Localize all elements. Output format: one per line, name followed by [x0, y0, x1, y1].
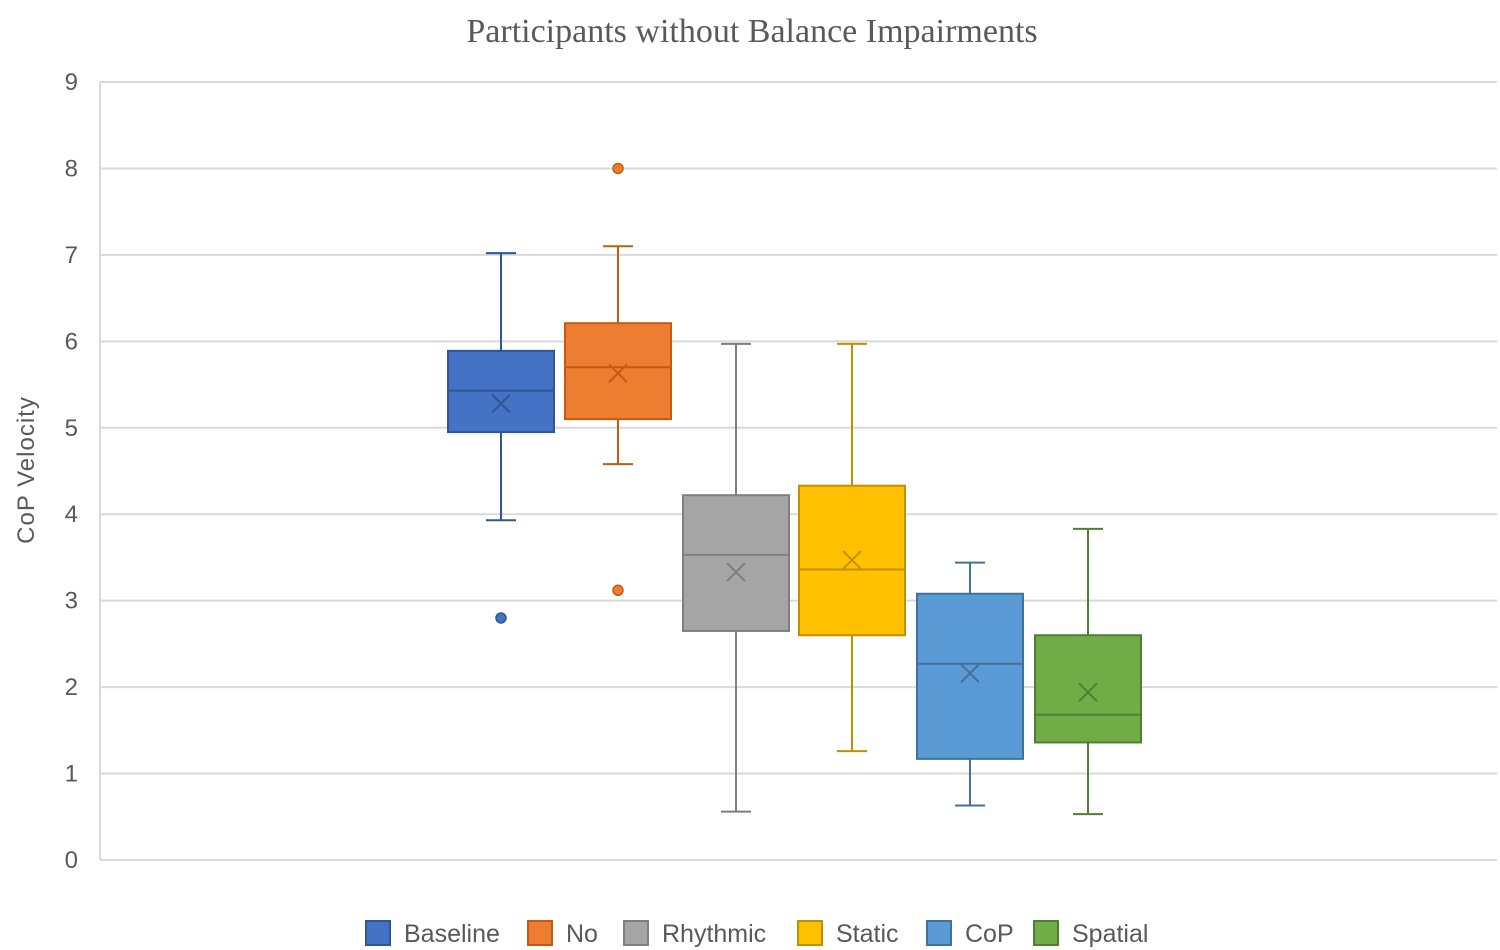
legend-label: Static	[836, 920, 899, 948]
box-series-group	[447, 162, 1142, 816]
box-rhythmic	[682, 342, 790, 813]
box-spatial	[1034, 527, 1142, 816]
box-cop	[916, 561, 1024, 807]
iqr-box	[564, 322, 672, 421]
legend-item-rhythmic: Rhythmic	[623, 920, 766, 948]
y-axis-ticks: 0 1 2 3 4 5 6 7 8 9	[65, 69, 78, 874]
y-axis-label: CoP Velocity	[13, 396, 40, 544]
legend-label: Baseline	[404, 920, 500, 948]
mean-marker	[726, 562, 746, 582]
iqr-box	[916, 592, 1024, 760]
y-tick-label: 7	[65, 242, 78, 269]
legend-label: Spatial	[1072, 920, 1148, 948]
box-static	[798, 342, 906, 753]
mean-marker	[960, 663, 980, 683]
legend-swatch	[365, 920, 391, 946]
mean-marker	[608, 363, 628, 384]
y-tick-label: 6	[65, 328, 78, 355]
y-tick-label: 5	[65, 415, 78, 442]
y-tick-label: 0	[65, 847, 78, 874]
legend-label: No	[566, 920, 598, 948]
legend-item-baseline: Baseline	[365, 920, 500, 948]
legend-swatch	[1033, 920, 1059, 946]
chart-title: Participants without Balance Impairments	[466, 13, 1037, 50]
legend-item-static: Static	[797, 920, 899, 948]
outlier-point	[612, 162, 624, 175]
legend-item-spatial: Spatial	[1033, 920, 1148, 948]
iqr-box	[682, 494, 790, 632]
legend: Baseline No Rhythmic Static CoP Spatial	[365, 920, 1148, 948]
box-baseline	[447, 252, 555, 624]
legend-swatch	[527, 920, 553, 946]
outlier-point	[612, 584, 624, 597]
legend-swatch	[623, 920, 649, 946]
y-tick-label: 9	[65, 69, 78, 96]
y-tick-label: 8	[65, 155, 78, 182]
legend-label: Rhythmic	[662, 920, 766, 948]
legend-swatch	[797, 920, 823, 946]
legend-swatch	[926, 920, 952, 946]
y-tick-label: 1	[65, 761, 78, 788]
legend-label: CoP	[965, 920, 1014, 948]
gridlines	[100, 81, 1497, 861]
y-tick-label: 2	[65, 674, 78, 701]
mean-marker	[1078, 682, 1098, 703]
y-tick-label: 4	[65, 501, 78, 528]
mean-marker	[842, 550, 862, 570]
legend-item-cop: CoP	[926, 920, 1014, 948]
legend-item-no: No	[527, 920, 598, 948]
outlier-point	[495, 612, 507, 624]
mean-marker	[491, 393, 511, 414]
iqr-box	[1034, 634, 1142, 744]
box-no	[564, 162, 672, 597]
y-tick-label: 3	[65, 588, 78, 615]
